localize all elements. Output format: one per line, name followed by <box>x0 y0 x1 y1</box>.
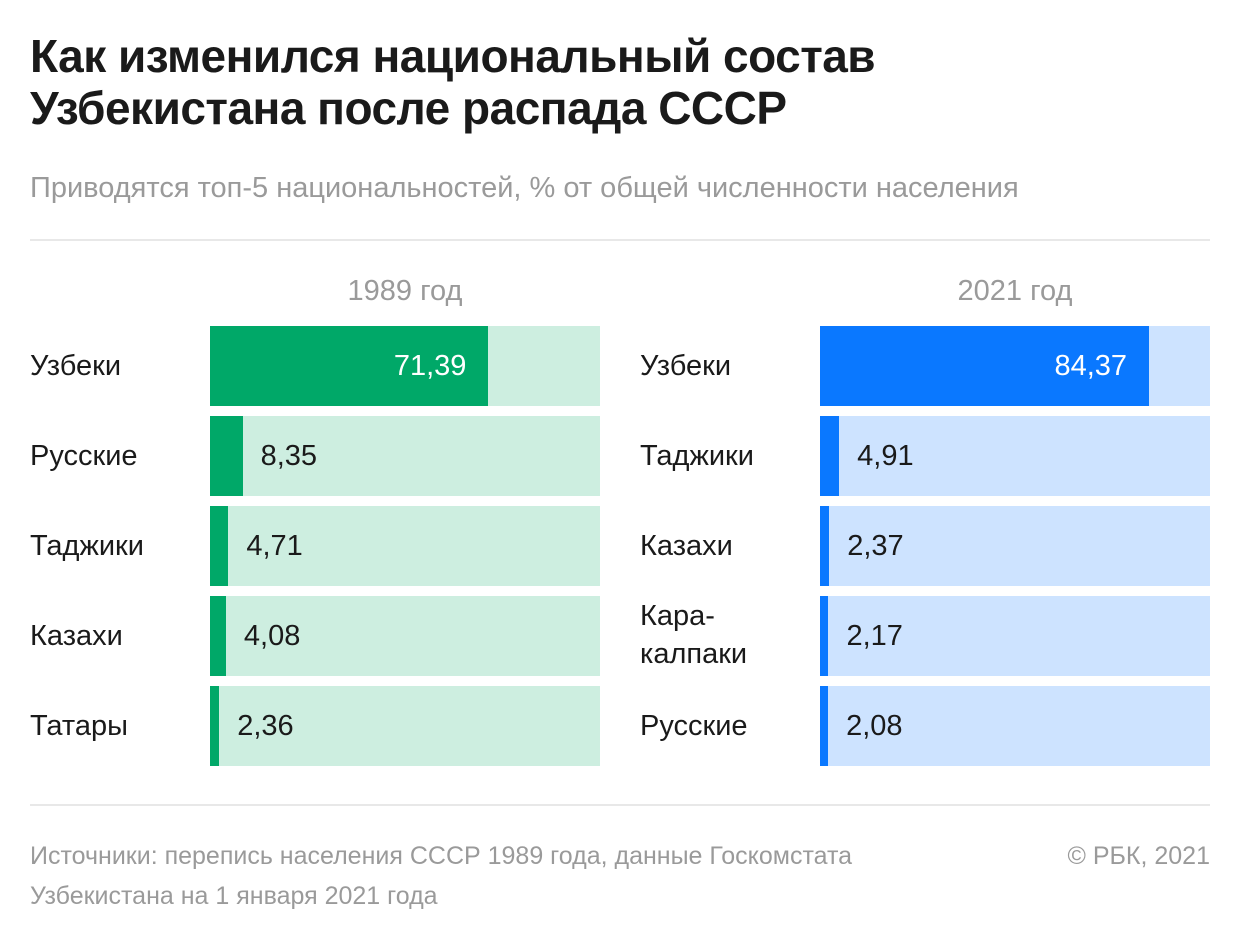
chart-subtitle: Приводятся топ-5 национальностей, % от о… <box>30 172 1019 204</box>
chart-title-line-2: Узбекистана после распада СССР <box>30 82 787 134</box>
bar <box>210 416 243 496</box>
category-label: Узбеки <box>30 350 122 382</box>
bar-track: 2,17 <box>820 596 1210 676</box>
bar <box>820 506 830 586</box>
bar <box>210 506 229 586</box>
category-label: Кара-калпаки <box>640 600 748 670</box>
bar-row: Татары 2,36 <box>30 686 600 766</box>
category-label: Казахи <box>640 530 733 562</box>
bar-track: 4,91 <box>820 416 1210 496</box>
bar-track: 8,35 <box>210 416 600 496</box>
bar-track: 2,37 <box>820 506 1210 586</box>
value-label: 71,39 <box>393 350 467 382</box>
bar <box>210 326 489 406</box>
top-divider <box>30 239 1210 241</box>
category-label: Таджики <box>640 440 754 472</box>
bar-track: 84,37 <box>820 326 1210 406</box>
bar <box>820 596 829 676</box>
bar <box>210 686 220 766</box>
source-note-line-2: Узбекистана на 1 января 2021 года <box>30 882 438 910</box>
bar-row: Узбеки 71,39 <box>30 326 600 406</box>
source-note: Источники: перепись населения СССР 1989 … <box>30 836 1000 916</box>
category-label: Татары <box>30 710 128 742</box>
value-label: 2,17 <box>846 620 903 652</box>
bar-row: Кара-калпаки 2,17 <box>640 596 1210 676</box>
bar <box>820 686 829 766</box>
value-label: 84,37 <box>1054 350 1128 382</box>
copyright: © РБК, 2021 <box>1067 842 1210 870</box>
bar-row: Таджики 4,91 <box>640 416 1210 496</box>
bar-track: 71,39 <box>210 326 600 406</box>
bar-row: Казахи 2,37 <box>640 506 1210 586</box>
bar-row: Таджики 4,71 <box>30 506 600 586</box>
source-note-line-1: Источники: перепись населения СССР 1989 … <box>30 842 853 870</box>
bar-track: 4,71 <box>210 506 600 586</box>
category-label: Казахи <box>30 620 123 652</box>
value-label: 4,91 <box>857 440 914 472</box>
bar <box>820 326 1150 406</box>
bottom-divider <box>30 804 1210 806</box>
bar-row: Русские 8,35 <box>30 416 600 496</box>
bar-track: 2,08 <box>820 686 1210 766</box>
bar <box>210 596 226 676</box>
bar <box>820 416 840 496</box>
value-label: 2,08 <box>846 710 903 742</box>
value-label: 4,71 <box>246 530 303 562</box>
bar-track: 2,36 <box>210 686 600 766</box>
category-label: Узбеки <box>640 350 732 382</box>
bar-row: Казахи 4,08 <box>30 596 600 676</box>
category-label: Русские <box>30 440 138 472</box>
bar-row: Русские 2,08 <box>640 686 1210 766</box>
bar-row: Узбеки 84,37 <box>640 326 1210 406</box>
value-label: 4,08 <box>243 620 301 652</box>
chart-title: Как изменился национальный состав Узбеки… <box>30 30 1210 134</box>
bar-track: 4,08 <box>210 596 600 676</box>
panel-title-1989: 1989 год <box>347 275 463 307</box>
chart-title-line-1: Как изменился национальный состав <box>30 30 876 82</box>
panel-title-2021: 2021 год <box>957 275 1073 307</box>
value-label: 2,37 <box>847 530 904 562</box>
category-label: Таджики <box>30 530 144 562</box>
category-label: Русские <box>640 710 748 742</box>
value-label: 8,35 <box>260 440 318 472</box>
value-label: 2,36 <box>237 710 294 742</box>
